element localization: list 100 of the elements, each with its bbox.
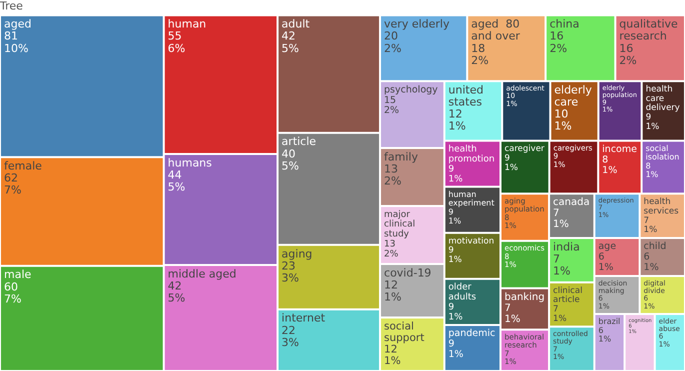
data-label: 6 <box>644 252 650 263</box>
data-label: 9 <box>448 302 454 313</box>
category-label: income <box>602 144 638 155</box>
category-label: united states <box>448 83 484 109</box>
category-label: banking <box>504 292 545 303</box>
text: 1% <box>553 314 567 324</box>
category-label: male <box>4 268 32 282</box>
data-label: 7 <box>553 208 560 220</box>
text: 1% <box>602 164 618 176</box>
data-label: 40 <box>282 147 296 160</box>
data-label: 22 <box>282 324 296 337</box>
category-label: caregiver <box>504 144 545 154</box>
text: 7% <box>4 292 22 306</box>
data-label: 10 <box>554 108 568 121</box>
category-label: older adults <box>448 282 476 303</box>
text: 2% <box>619 54 637 67</box>
category-label: internet <box>282 312 326 325</box>
data-label: 42 <box>168 279 182 292</box>
data-label: 16 <box>619 42 634 55</box>
category-label: age <box>598 241 616 252</box>
data-label: 7 <box>553 304 558 314</box>
category-label: clinical article <box>553 286 582 306</box>
data-label: 7 <box>644 216 650 226</box>
text: 5% <box>168 292 186 305</box>
category-label: major clinical study <box>384 210 416 240</box>
text: 6% <box>168 42 186 55</box>
text: 3% <box>282 271 300 284</box>
text: 1% <box>598 334 612 344</box>
data-label: 9 <box>448 207 454 216</box>
text: 5% <box>168 180 186 194</box>
category-label: covid-19 <box>384 266 432 280</box>
text: 1% <box>646 122 660 132</box>
category-label: brazil <box>598 317 620 326</box>
data-label: 9 <box>448 164 454 174</box>
text: 1% <box>448 255 462 265</box>
text: 1% <box>553 264 570 278</box>
text: 1% <box>448 216 462 226</box>
data-label: 12 <box>448 108 462 121</box>
text: 1% <box>448 120 466 133</box>
category-label: human <box>168 18 206 31</box>
data-label: 16 <box>550 30 564 43</box>
category-label: health services <box>644 197 680 216</box>
category-label: aged 80 and over <box>471 18 520 43</box>
text: 10% <box>4 42 28 55</box>
text: 1% <box>384 290 402 304</box>
text: 1% <box>598 262 614 274</box>
data-label: 42 <box>282 30 296 43</box>
category-label: pandemic <box>448 328 496 340</box>
data-label: 13 <box>384 162 398 176</box>
text: 1% <box>448 174 463 184</box>
data-label: 6 <box>598 252 604 263</box>
text: 3% <box>282 336 300 349</box>
category-label: article <box>282 135 316 148</box>
category-label: aged <box>4 18 32 31</box>
text: 1% <box>384 355 401 368</box>
data-label: 23 <box>282 259 296 272</box>
category-label: health promotion <box>448 144 495 164</box>
data-label: 7 <box>504 302 511 314</box>
category-label: india <box>553 240 580 254</box>
category-label: china <box>550 18 580 31</box>
data-label: 18 <box>471 42 486 55</box>
text: 1% <box>448 312 463 322</box>
data-label: 62 <box>4 172 18 185</box>
category-label: social isolation <box>646 144 680 162</box>
category-label: canada <box>553 197 590 208</box>
category-label: aging <box>282 247 312 260</box>
text: 2% <box>384 249 398 260</box>
text: 1% <box>646 170 658 180</box>
text: 2% <box>384 105 400 116</box>
category-label: family <box>384 150 418 164</box>
category-label: elderly care <box>554 83 592 109</box>
text: 2% <box>384 42 402 55</box>
category-label: humans <box>168 156 212 170</box>
data-label: 9 <box>448 246 454 256</box>
data-label: 7 <box>553 252 560 266</box>
category-label: social support <box>384 320 424 344</box>
text: 1% <box>448 349 464 360</box>
category-label: motivation <box>448 236 494 246</box>
category-label: qualitative research <box>619 18 678 43</box>
text: 1% <box>554 120 572 133</box>
data-label: 12 <box>384 278 398 292</box>
category-label: adult <box>282 18 310 31</box>
text: 2% <box>471 54 489 67</box>
category-label: female <box>4 160 42 173</box>
category-label: child <box>644 241 666 252</box>
category-label: very elderly <box>384 18 450 31</box>
text: 2% <box>550 42 568 55</box>
data-label: 8 <box>646 161 651 170</box>
data-label: 81 <box>4 30 18 43</box>
data-label: 20 <box>384 30 398 43</box>
text: 1% <box>504 314 520 325</box>
text: 1% <box>644 225 658 236</box>
data-label: 44 <box>168 168 182 182</box>
text: 1% <box>644 262 659 274</box>
text: 1% <box>553 219 569 230</box>
category-label: health care delivery <box>646 84 680 114</box>
data-label: 60 <box>4 280 18 294</box>
text: 5% <box>282 159 300 172</box>
data-label: 6 <box>598 326 604 335</box>
text: 1% <box>504 162 518 173</box>
